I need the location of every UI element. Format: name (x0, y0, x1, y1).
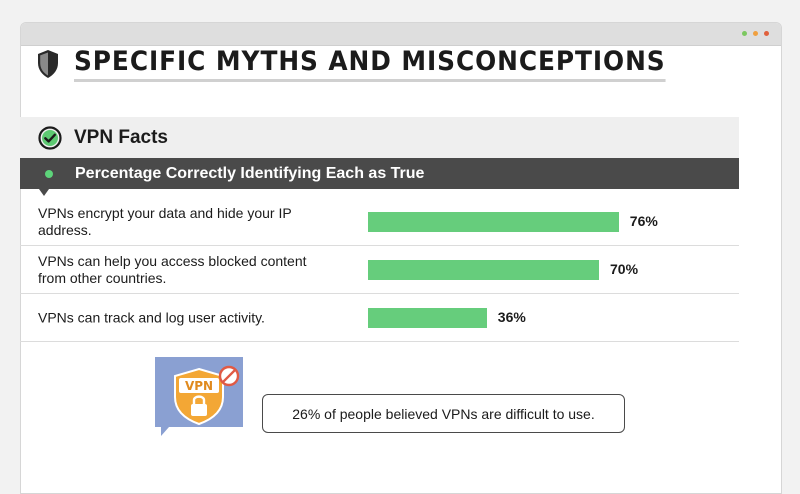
chart-row: VPNs can help you access blocked content… (20, 246, 739, 294)
bar-track: 76% (368, 212, 698, 232)
chart-row: VPNs can track and log user activity. 36% (20, 294, 739, 342)
data-label: 76% (629, 213, 658, 229)
window-titlebar (21, 23, 781, 46)
vpn-lock-icon: VPN (155, 357, 243, 436)
window-dot-orange[interactable] (753, 31, 758, 36)
window-dot-green[interactable] (742, 31, 747, 36)
bar-track: 70% (368, 260, 698, 280)
vpn-badge-text: VPN (185, 379, 213, 393)
page-title: SPECIFIC MYTHS AND MISCONCEPTIONS (74, 46, 666, 82)
page-heading: SPECIFIC MYTHS AND MISCONCEPTIONS (36, 46, 717, 82)
bar (368, 212, 619, 232)
bar-track: 36% (368, 308, 698, 328)
data-label: 36% (497, 309, 526, 325)
category-label: VPNs can track and log user activity. (38, 309, 265, 325)
chart-title: Percentage Correctly Identifying Each as… (75, 164, 425, 182)
bar (368, 308, 487, 328)
section-header: VPN Facts (20, 117, 739, 158)
category-label: VPNs can help you access blocked content… (38, 252, 307, 286)
chart-row: VPNs encrypt your data and hide your IP … (20, 198, 739, 246)
callout-message: 26% of people believed VPNs are difficul… (262, 394, 625, 433)
bar-chart: VPNs encrypt your data and hide your IP … (20, 198, 739, 342)
shield-icon (38, 50, 58, 78)
category-label: VPNs encrypt your data and hide your IP … (38, 204, 292, 238)
bar (368, 260, 599, 280)
pointer-arrow-icon (39, 189, 49, 196)
window-dot-red[interactable] (764, 31, 769, 36)
section-title: VPN Facts (74, 126, 168, 148)
check-circle-icon (38, 125, 62, 150)
bullet-dot-icon (45, 169, 53, 178)
callout-text: 26% of people believed VPNs are difficul… (292, 405, 595, 422)
data-label: 70% (610, 261, 639, 277)
chart-title-bar: Percentage Correctly Identifying Each as… (20, 158, 739, 189)
window-controls (742, 31, 769, 36)
